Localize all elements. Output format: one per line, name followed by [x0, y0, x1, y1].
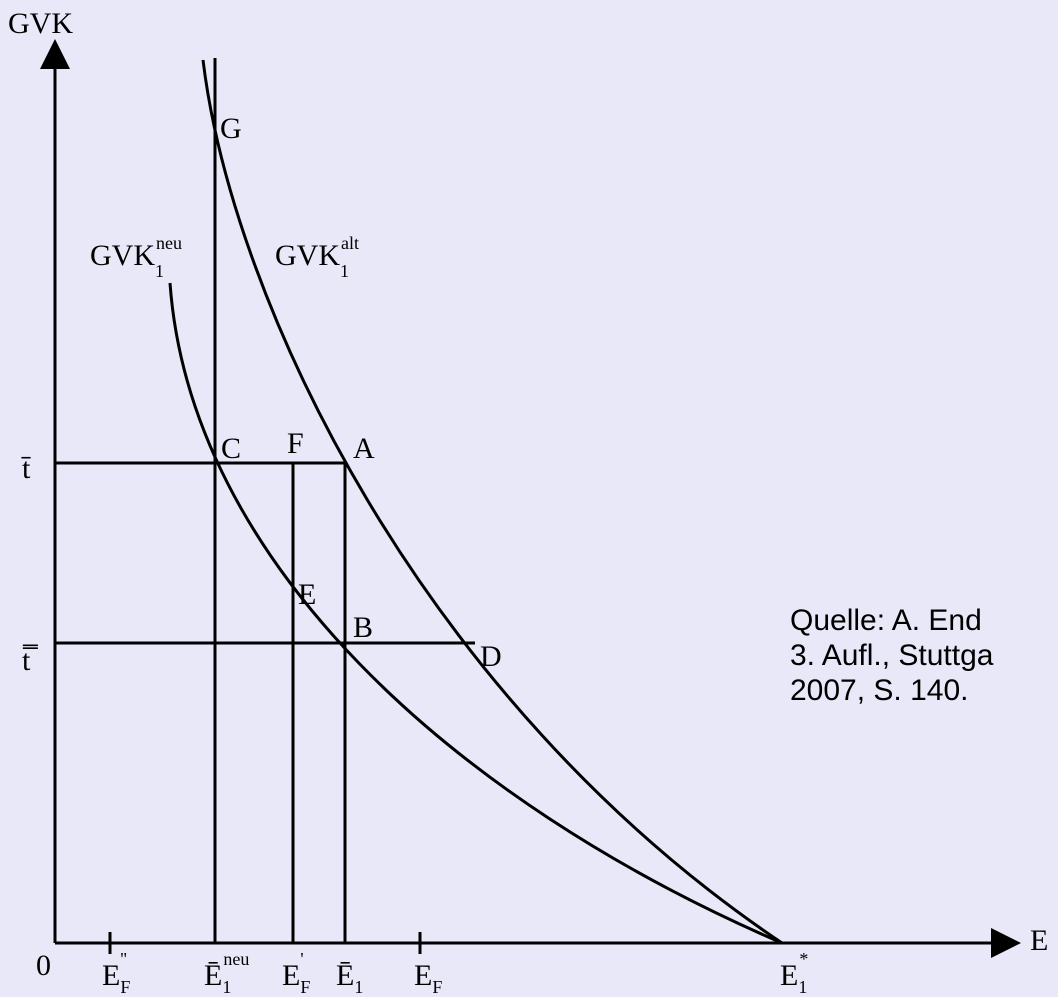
x-label: Ē1neu: [204, 949, 249, 997]
source: Quelle: A. End: [790, 604, 982, 637]
point-label: C: [221, 432, 241, 465]
curve-label: GVK1neu: [90, 233, 182, 281]
point-label: A: [353, 432, 375, 465]
x-label: EF': [282, 949, 310, 997]
point-label: B: [353, 611, 373, 644]
curve-alt: [201, 59, 783, 945]
x-label: EF: [414, 959, 442, 997]
point-label: E: [298, 578, 316, 611]
origin: 0: [36, 949, 51, 982]
y-axis-label: GVK: [8, 7, 73, 40]
curve-label: GVK1alt: [275, 233, 359, 281]
x-label: E1*: [780, 949, 808, 997]
point-label: G: [220, 112, 242, 145]
x-axis-label: E: [1030, 924, 1048, 957]
x-label: Ē1: [336, 959, 363, 997]
point-label: D: [480, 640, 502, 673]
point-label: F: [287, 427, 304, 460]
x-label: EF'': [102, 949, 130, 997]
y-label: t̄: [21, 452, 31, 485]
curve-neu: [168, 282, 783, 945]
source: 2007, S. 140.: [790, 674, 968, 707]
y-label: t̿: [22, 644, 38, 677]
source: 3. Aufl., Stuttga: [790, 639, 994, 672]
